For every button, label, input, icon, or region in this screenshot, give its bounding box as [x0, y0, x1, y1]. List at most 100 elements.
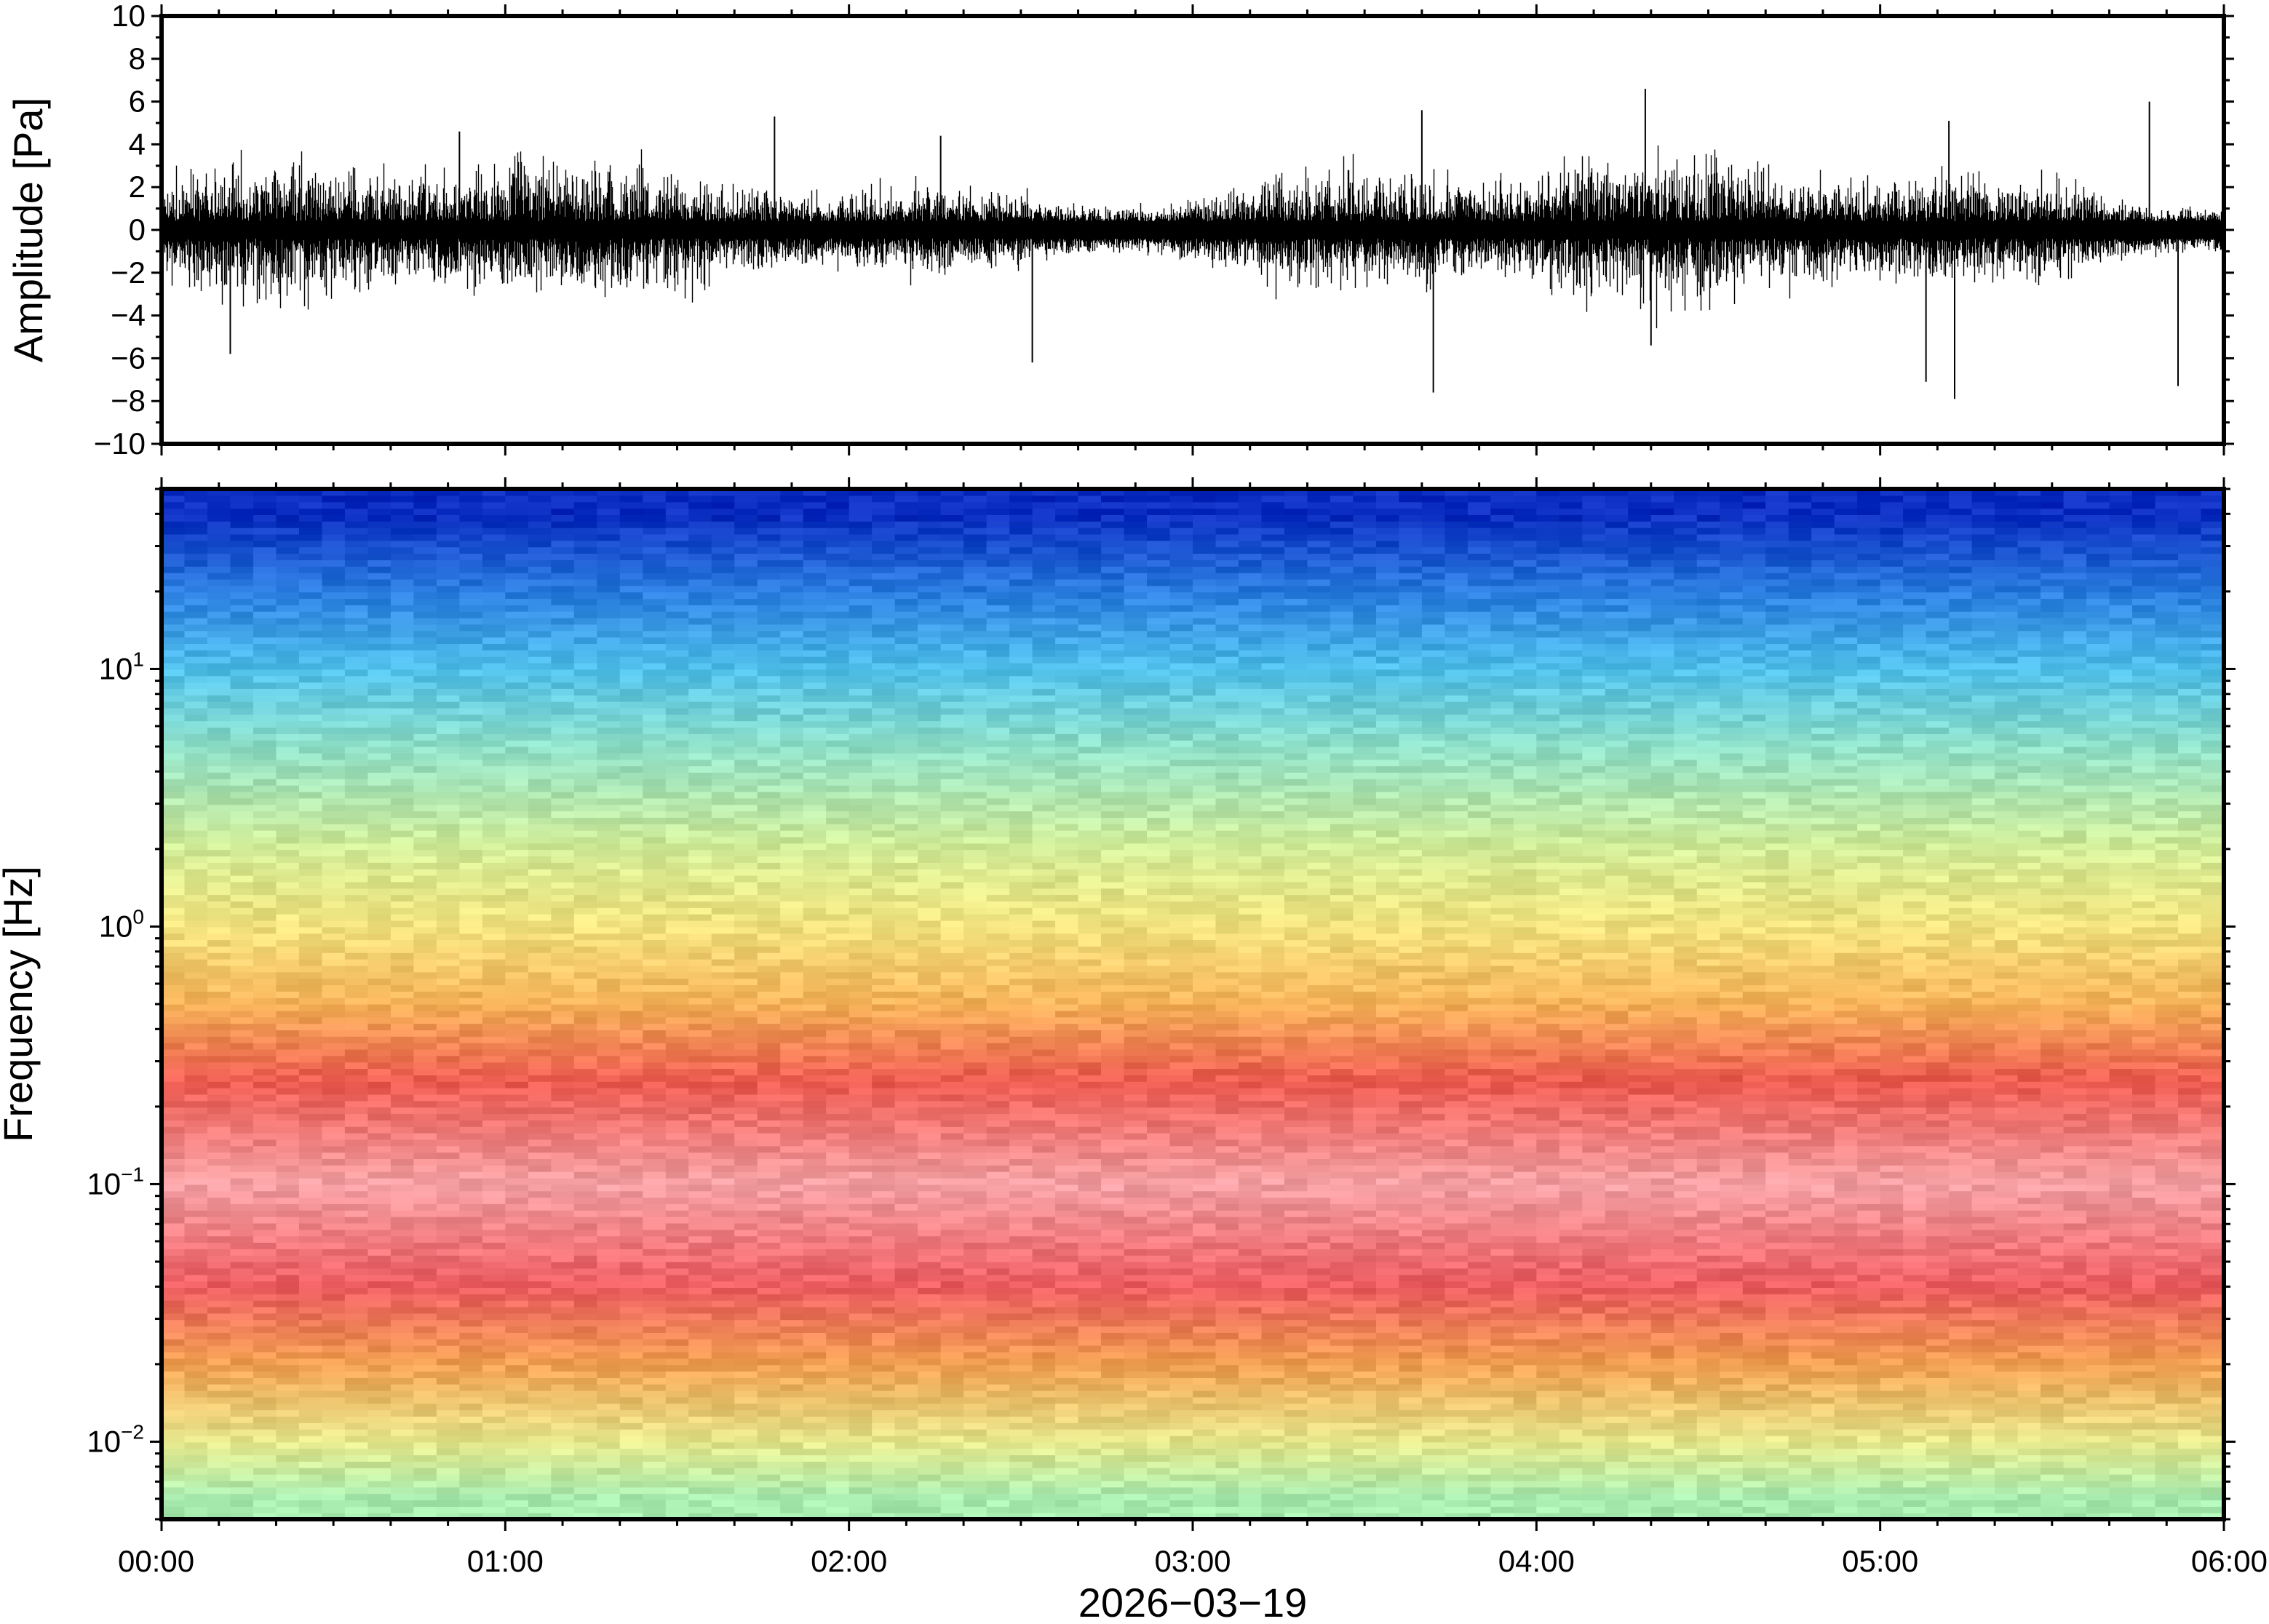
- spectrogram-cell: [643, 1371, 667, 1378]
- spectrogram-cell: [436, 817, 460, 824]
- spectrogram-cell: [459, 1133, 483, 1140]
- spectrogram-cell: [344, 1177, 368, 1185]
- spectrogram-cell: [184, 1384, 208, 1391]
- spectrogram-cell: [780, 1486, 804, 1494]
- spectrogram-cell: [298, 1390, 323, 1398]
- spectrogram-cell: [276, 984, 300, 992]
- spectrogram-cell: [230, 1036, 254, 1043]
- spectrogram-cell: [276, 785, 300, 792]
- spectrogram-cell: [780, 785, 804, 792]
- spectrogram-cell: [528, 637, 552, 644]
- spectrogram-cell: [551, 1267, 575, 1275]
- spectrogram-cell: [298, 1480, 323, 1488]
- spectrogram-cell: [734, 1217, 758, 1224]
- spectrogram-cell: [711, 1306, 735, 1314]
- spectrogram-cell: [780, 1390, 804, 1398]
- spectrogram-cell: [367, 765, 392, 773]
- spectrogram-cell: [711, 643, 735, 650]
- spectrogram-cell: [390, 791, 414, 799]
- spectrogram-cell: [780, 1036, 804, 1043]
- spectrogram-cell: [276, 804, 300, 812]
- spectrogram-cell: [619, 578, 643, 586]
- spectrogram-cell: [413, 1222, 437, 1230]
- spectrogram-cell: [643, 643, 667, 650]
- spectrogram-cell: [344, 881, 368, 889]
- spectrogram-cell: [551, 1139, 575, 1147]
- spectrogram-cell: [184, 811, 208, 818]
- spectrogram-cell: [803, 1081, 827, 1088]
- spectrogram-cell: [390, 1145, 414, 1153]
- spectrogram-cell: [505, 1100, 529, 1108]
- spectrogram-cell: [230, 959, 254, 966]
- spectrogram-cell: [413, 1010, 437, 1018]
- spectrogram-cell: [162, 1500, 186, 1507]
- spectrogram-cell: [413, 630, 437, 638]
- spectrogram-cell: [207, 592, 231, 600]
- spectrogram-cell: [276, 752, 300, 760]
- spectrogram-cell: [253, 1474, 277, 1481]
- spectrogram-cell: [322, 1306, 346, 1314]
- spectrogram-cell: [230, 1294, 254, 1301]
- spectrogram-cell: [276, 1062, 300, 1070]
- spectrogram-cell: [390, 637, 414, 644]
- spectrogram-cell: [688, 804, 712, 812]
- spectrogram-cell: [643, 1364, 667, 1372]
- spectrogram-cell: [665, 888, 689, 896]
- spectrogram-cell: [207, 1358, 231, 1366]
- spectrogram-cell: [276, 662, 300, 670]
- spectrogram-cell: [298, 1506, 323, 1513]
- spectrogram-cell: [688, 1480, 712, 1488]
- spectrogram-cell: [162, 533, 186, 541]
- spectrogram-cell: [757, 1287, 781, 1294]
- spectrogram-cell: [711, 901, 735, 908]
- spectrogram-cell: [413, 1480, 437, 1488]
- spectrogram-cell: [665, 901, 689, 908]
- spectrogram-cell: [619, 1010, 643, 1018]
- spectrogram-cell: [734, 1120, 758, 1127]
- spectrogram-cell: [643, 849, 667, 857]
- spectrogram-cell: [298, 1454, 323, 1462]
- spectrogram-cell: [688, 637, 712, 644]
- spectrogram-cell: [643, 830, 667, 837]
- spectrogram-cell: [184, 1190, 208, 1198]
- spectrogram-cell: [551, 939, 575, 947]
- spectrogram-cell: [344, 1377, 368, 1385]
- spectrogram-cell: [298, 1100, 323, 1108]
- spectrogram-cell: [230, 1113, 254, 1121]
- spectrogram-cell: [780, 1075, 804, 1082]
- spectrogram-cell: [619, 1165, 643, 1172]
- spectrogram-cell: [344, 1390, 368, 1398]
- spectrogram-cell: [619, 1384, 643, 1391]
- spectrogram-cell: [298, 1217, 323, 1224]
- spectrogram-cell: [184, 933, 208, 941]
- spectrogram-cell: [413, 946, 437, 953]
- spectrogram-cell: [482, 1262, 506, 1269]
- spectrogram-cell: [482, 637, 506, 644]
- spectrogram-cell: [367, 1229, 392, 1237]
- spectrogram-cell: [505, 824, 529, 831]
- spectrogram-cell: [459, 740, 483, 747]
- spectrogram-cell: [780, 1010, 804, 1018]
- spectrogram-cell: [711, 939, 735, 947]
- spectrogram-cell: [253, 598, 277, 605]
- spectrogram-cell: [803, 533, 827, 541]
- spectrogram-cell: [230, 1120, 254, 1127]
- spectrogram-cell: [528, 1396, 552, 1404]
- spectrogram-cell: [505, 1107, 529, 1115]
- spectrogram-cell: [734, 618, 758, 625]
- spectrogram-cell: [711, 1242, 735, 1249]
- spectrogram-cell: [482, 1107, 506, 1115]
- spectrogram-cell: [826, 1210, 850, 1217]
- spectrogram-cell: [184, 797, 208, 805]
- spectrogram-cell: [253, 1262, 277, 1269]
- spectrogram-cell: [826, 1068, 850, 1075]
- spectrogram-cell: [665, 998, 689, 1005]
- spectrogram-cell: [344, 752, 368, 760]
- spectrogram-cell: [162, 875, 186, 883]
- spectrogram-cell: [436, 1339, 460, 1346]
- spectrogram-cell: [459, 1190, 483, 1198]
- spectrogram-cell: [390, 1506, 414, 1513]
- spectrogram-cell: [688, 933, 712, 941]
- spectrogram-cell: [162, 1016, 186, 1024]
- spectrogram-cell: [436, 521, 460, 528]
